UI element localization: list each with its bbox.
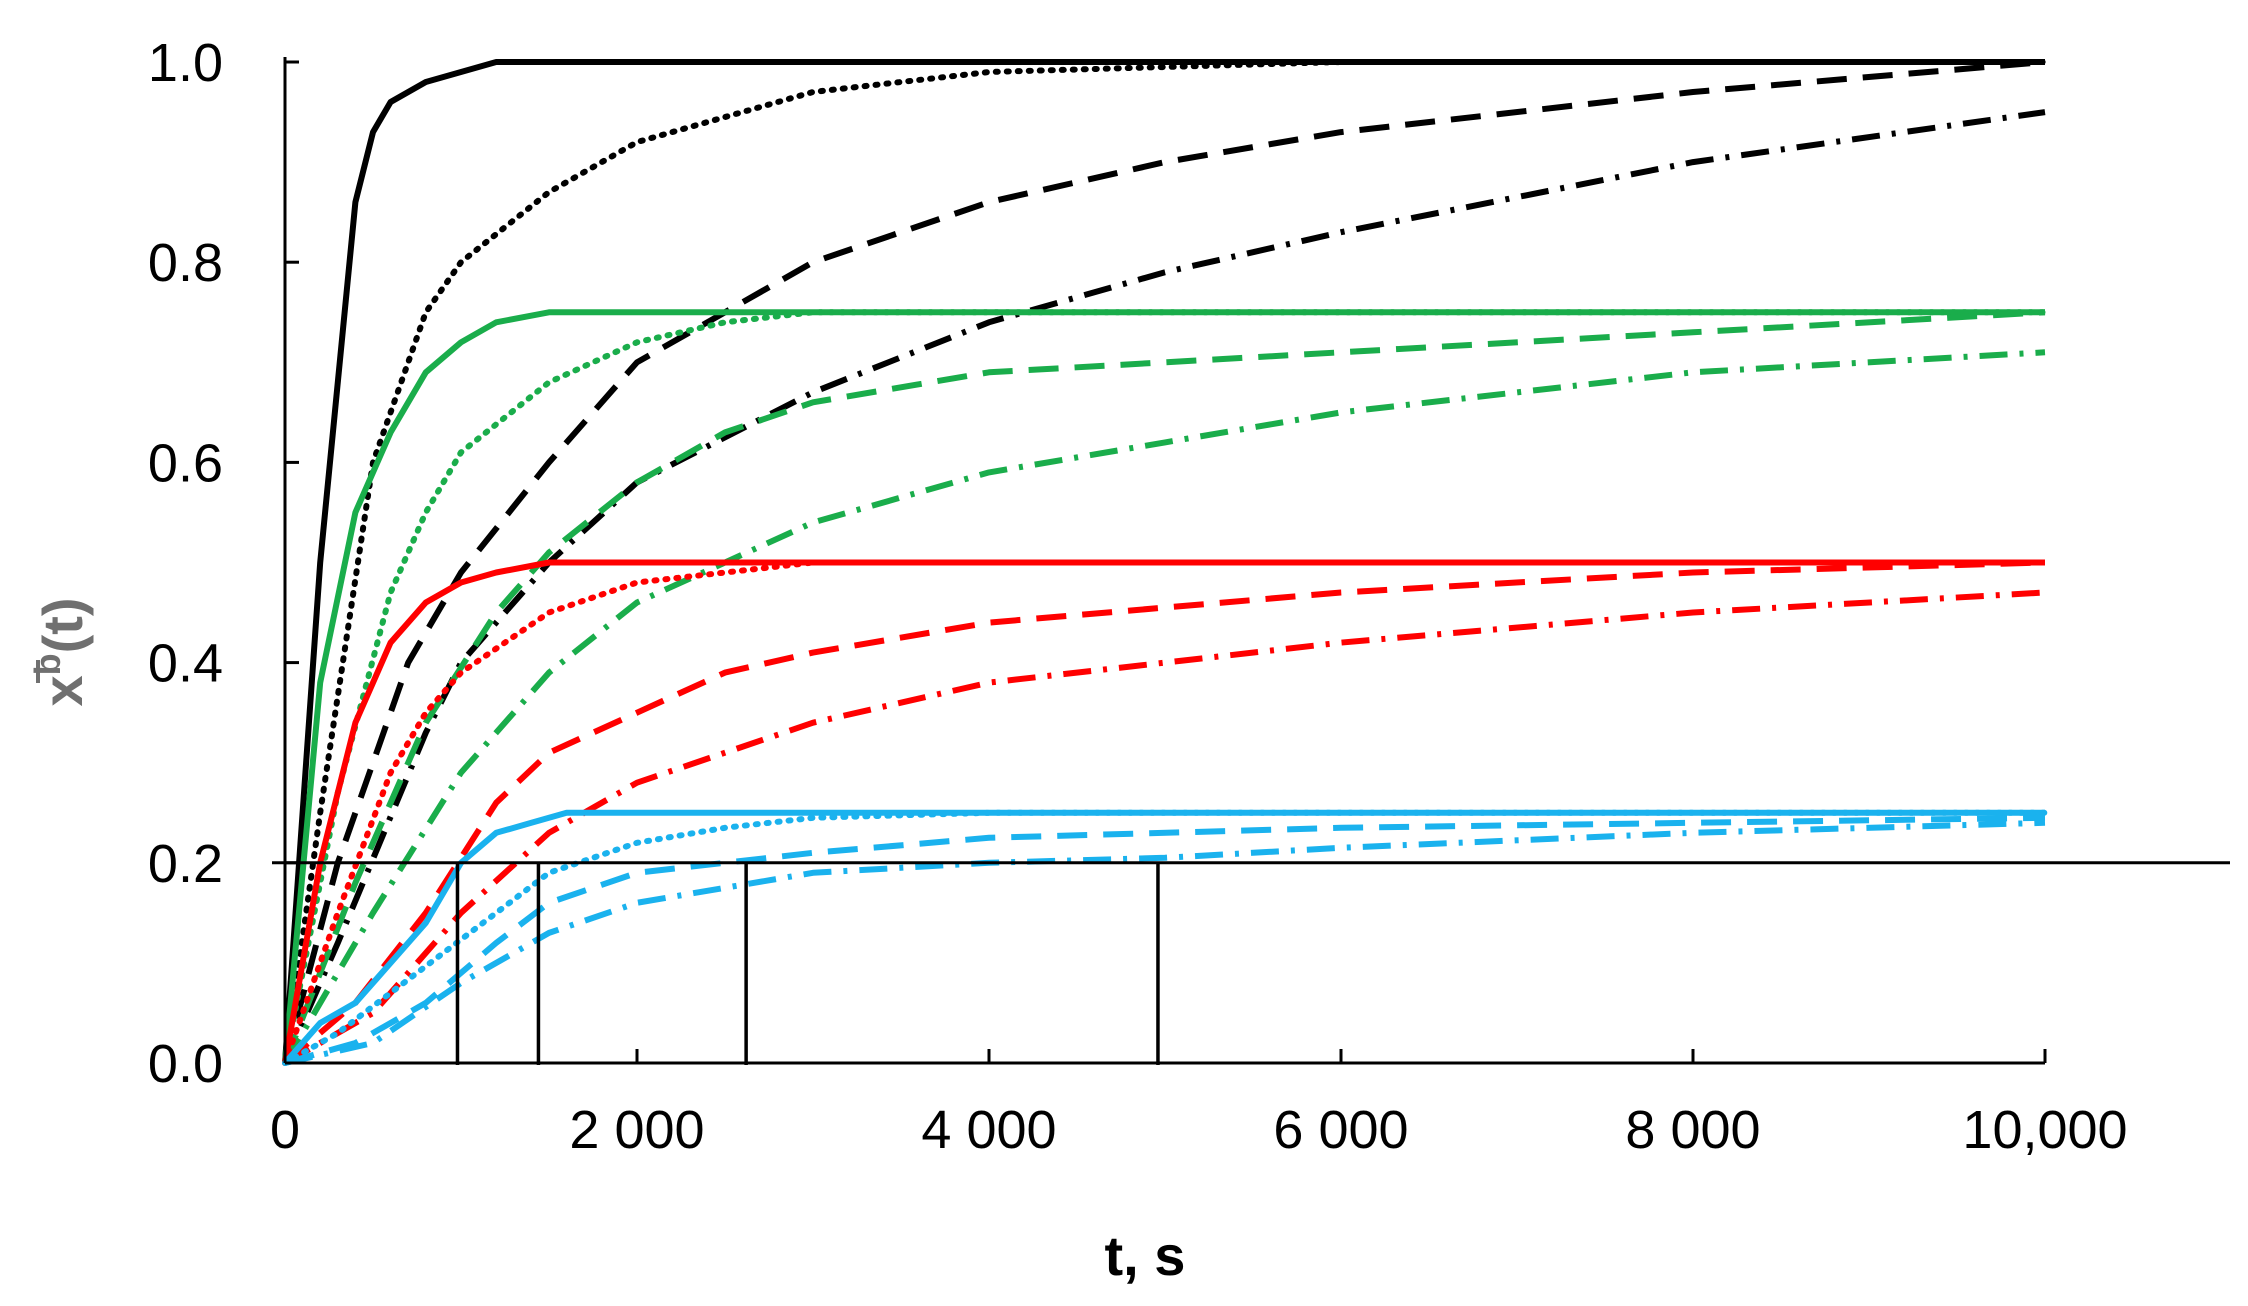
series-line-green-dashed — [282, 309, 2046, 1065]
y-axis-title-sup: b — [27, 653, 68, 675]
y-axis-title-base: x — [31, 675, 94, 706]
y-tick-label-3: 0.6 — [148, 433, 223, 493]
x-tick-label-4: 8 000 — [1625, 1100, 1760, 1160]
x-tick-label-3: 6 000 — [1273, 1100, 1408, 1160]
series-line-green-dashdot — [282, 349, 2046, 1065]
series-line-green-dotted — [282, 309, 2048, 1066]
series-line-red-dashed — [283, 559, 2046, 1066]
series-line-blue-dotted — [282, 809, 2048, 1066]
axis-layer — [272, 57, 2230, 1065]
x-tick-label-1: 2 000 — [569, 1100, 704, 1160]
svg-text:xb(t): xb(t) — [27, 597, 94, 706]
x-tick-label-0: 0 — [270, 1100, 300, 1160]
series-layer — [282, 59, 2048, 1066]
x-axis-title: t, s — [1105, 1224, 1186, 1287]
series-line-black-dashdot — [282, 109, 2046, 1065]
series-line-red-dotted — [282, 559, 2048, 1066]
series-line-blue-solid — [282, 809, 2045, 1065]
y-tick-label-1: 0.2 — [148, 834, 223, 894]
series-line-black-solid — [282, 59, 2045, 1064]
x-tick-label-5: 10,000 — [1962, 1100, 2127, 1160]
y-tick-label-4: 0.8 — [148, 233, 223, 293]
series-line-blue-dashed — [284, 814, 2046, 1066]
y-tick-label-5: 1.0 — [148, 33, 223, 93]
series-line-black-dotted — [282, 59, 2048, 1066]
series-line-red-solid — [282, 559, 2045, 1064]
y-axis-title: xb(t) — [27, 597, 94, 706]
y-axis-title-arg: (t) — [31, 597, 94, 653]
x-tick-label-2: 4 000 — [921, 1100, 1056, 1160]
y-tick-label-2: 0.4 — [148, 634, 223, 694]
series-line-green-solid — [282, 309, 2045, 1064]
label-layer: 0 2 000 4 000 6 000 8 000 10,000 0.0 0.2 0.4 0.6 0… — [148, 33, 2128, 1160]
series-line-red-dashdot — [283, 589, 2046, 1066]
y-tick-label-0: 0.0 — [148, 1034, 223, 1094]
series-line-blue-dashdot — [284, 819, 2046, 1066]
